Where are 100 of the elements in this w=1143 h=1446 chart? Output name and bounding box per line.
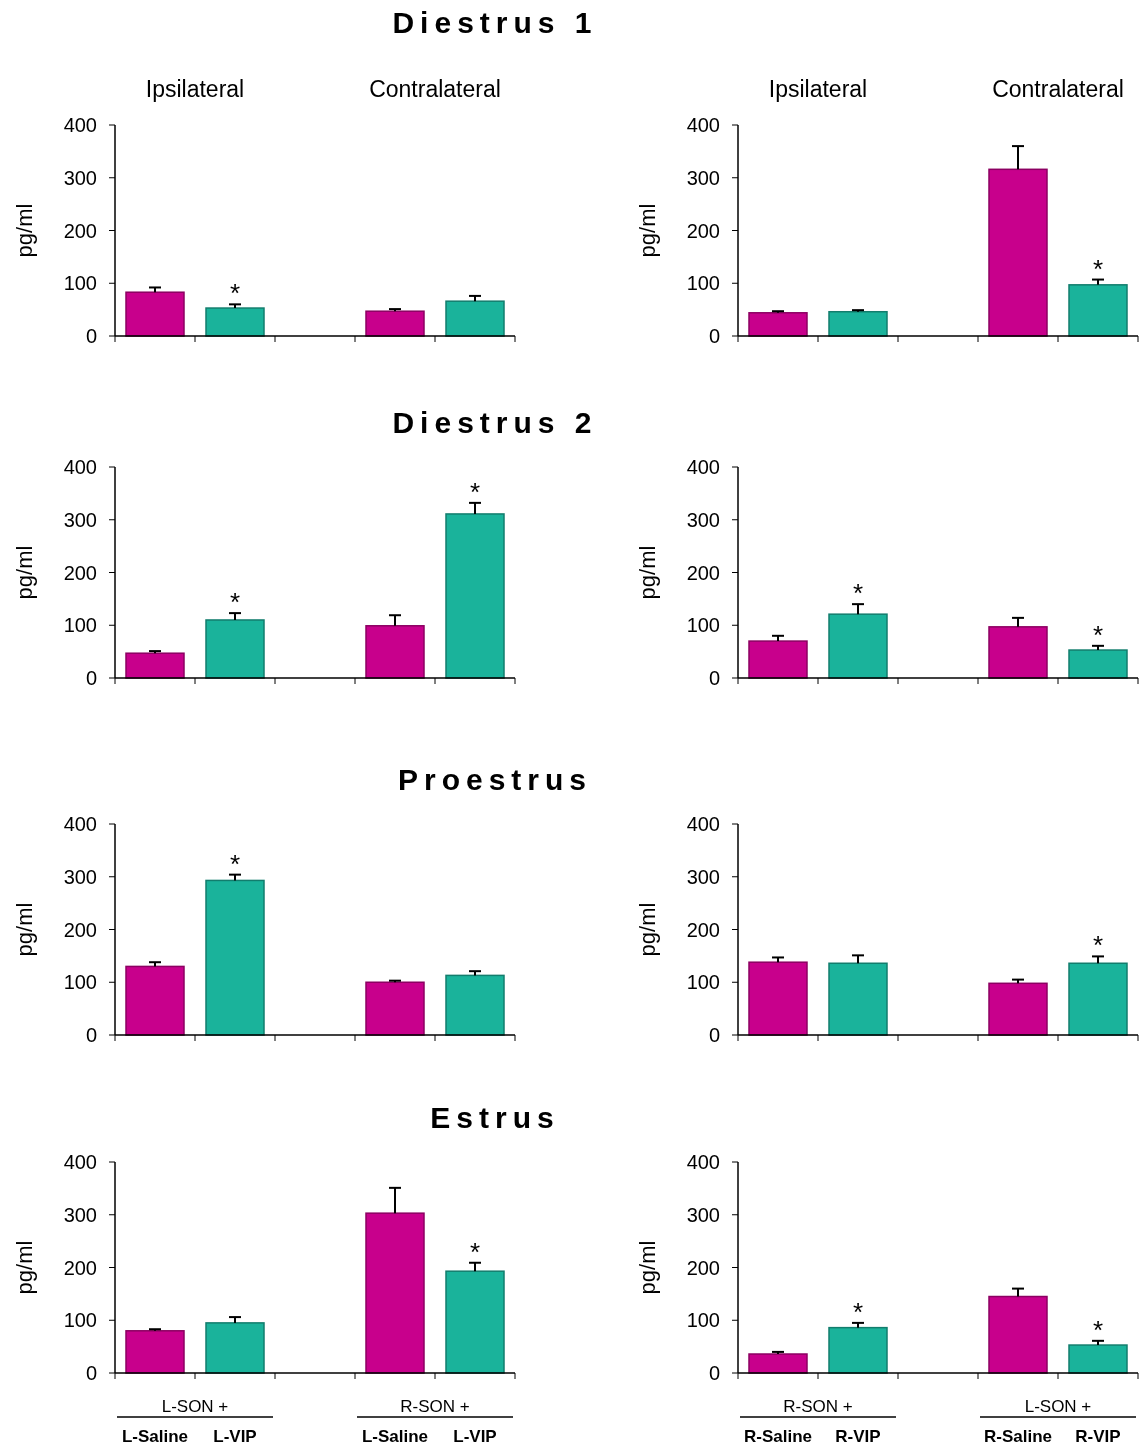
text: Ipsilateral: [145, 76, 245, 102]
y-tick-label: 0: [85, 325, 97, 347]
bar: [125, 965, 185, 1036]
bar: [988, 982, 1048, 1036]
bar: [988, 1295, 1048, 1374]
bar: [1068, 1344, 1128, 1374]
bar: [445, 513, 505, 679]
bar: [445, 300, 505, 337]
bar: [205, 619, 265, 679]
y-tick-label: 200: [686, 561, 720, 584]
bar: [125, 291, 185, 337]
chart-title: Proestrus: [397, 763, 593, 796]
data-label: *: [852, 1296, 864, 1327]
y-tick-label: 200: [63, 1256, 97, 1279]
x-tick-label: R-VIP: [1075, 1427, 1121, 1446]
bar: [445, 1270, 505, 1374]
y-tick-label: 100: [63, 1309, 97, 1332]
x-tick-label: L-VIP: [453, 1427, 497, 1446]
bar: [828, 1326, 888, 1374]
y-tick-label: 400: [686, 114, 720, 136]
y-tick-label: 400: [686, 1151, 720, 1173]
y-tick-label: 400: [63, 456, 97, 478]
data-label: *: [229, 848, 241, 879]
chart-title: Diestrus 1: [392, 6, 598, 39]
y-tick-label: 400: [686, 813, 720, 835]
y-tick-label: 300: [63, 865, 97, 888]
y-axis-title: pg/ml: [12, 902, 37, 957]
x-tick-label: R-VIP: [835, 1427, 881, 1446]
bar: [748, 640, 808, 679]
bar: [748, 961, 808, 1036]
y-tick-label: 100: [686, 971, 720, 994]
y-tick-label: 0: [85, 667, 97, 689]
y-axis-title: pg/ml: [635, 1240, 660, 1295]
x-tick-label: L-Saline: [361, 1427, 429, 1446]
text: Ipsilateral: [768, 76, 868, 102]
y-tick-label: 100: [63, 971, 97, 994]
bar: [365, 981, 425, 1036]
bar: [1068, 962, 1128, 1036]
y-axis-title: pg/ml: [635, 545, 660, 600]
text: L-SON +: [161, 1397, 229, 1416]
y-tick-label: 100: [63, 614, 97, 637]
text: Contralateral: [369, 76, 501, 102]
bar: [125, 1330, 185, 1374]
y-tick-label: 400: [63, 813, 97, 835]
y-tick-label: 0: [708, 325, 720, 347]
y-tick-label: 100: [686, 272, 720, 295]
bar: [365, 1212, 425, 1374]
text: R-SON +: [400, 1397, 470, 1416]
text: R-SON +: [783, 1397, 853, 1416]
y-tick-label: 0: [708, 1362, 720, 1384]
y-tick-label: 0: [708, 1024, 720, 1046]
bar: [828, 962, 888, 1036]
y-tick-label: 300: [686, 508, 720, 531]
x-tick-label: R-Saline: [743, 1427, 813, 1446]
x-tick-label: L-Saline: [121, 1427, 189, 1446]
bar: [205, 879, 265, 1036]
y-tick-label: 400: [63, 1151, 97, 1173]
y-tick-label: 200: [686, 918, 720, 941]
bar: [205, 307, 265, 337]
y-tick-label: 200: [63, 561, 97, 584]
text: Contralateral: [992, 76, 1124, 102]
y-tick-label: 200: [63, 918, 97, 941]
y-axis-title: pg/ml: [12, 1240, 37, 1295]
data-label: *: [469, 476, 481, 507]
bar: [1068, 284, 1128, 337]
y-axis-title: pg/ml: [635, 902, 660, 957]
data-label: *: [469, 1236, 481, 1267]
bar: [828, 613, 888, 679]
data-label: *: [1092, 930, 1104, 961]
y-axis-title: pg/ml: [12, 545, 37, 600]
data-label: *: [852, 578, 864, 609]
y-tick-label: 100: [686, 614, 720, 637]
bar: [365, 625, 425, 679]
y-axis-title: pg/ml: [12, 203, 37, 258]
bar: [748, 312, 808, 337]
data-label: *: [229, 278, 241, 309]
y-tick-label: 200: [686, 1256, 720, 1279]
y-tick-label: 400: [686, 456, 720, 478]
y-tick-label: 400: [63, 114, 97, 136]
data-label: *: [1092, 1314, 1104, 1345]
text: L-SON +: [1024, 1397, 1092, 1416]
y-tick-label: 0: [85, 1024, 97, 1046]
y-tick-label: 0: [85, 1362, 97, 1384]
y-tick-label: 100: [686, 1309, 720, 1332]
y-tick-label: 300: [63, 1203, 97, 1226]
x-tick-label: L-VIP: [213, 1427, 257, 1446]
y-tick-label: 0: [708, 667, 720, 689]
x-tick-label: R-Saline: [983, 1427, 1053, 1446]
y-tick-label: 300: [63, 508, 97, 531]
bar: [988, 626, 1048, 679]
chart-title: Estrus: [430, 1101, 560, 1134]
bar: [205, 1322, 265, 1374]
bar: [445, 974, 505, 1036]
y-tick-label: 300: [686, 865, 720, 888]
bar: [988, 168, 1048, 337]
y-tick-label: 100: [63, 272, 97, 295]
y-axis-title: pg/ml: [635, 203, 660, 258]
bar: [828, 310, 888, 337]
bar: [748, 1353, 808, 1374]
y-tick-label: 300: [63, 166, 97, 189]
